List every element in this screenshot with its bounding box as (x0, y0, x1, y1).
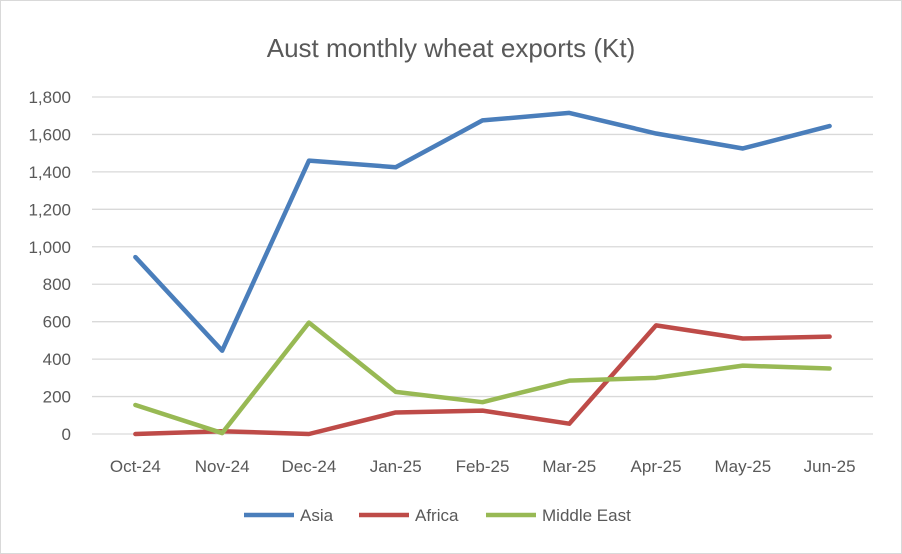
y-tick-label: 1,000 (28, 238, 71, 257)
y-tick-label: 1,600 (28, 125, 71, 144)
series-line-middle-east (133, 320, 832, 436)
y-tick-label: 400 (43, 350, 71, 369)
series-line-africa (133, 323, 832, 437)
chart-title: Aust monthly wheat exports (Kt) (267, 33, 635, 63)
x-tick-label: Nov-24 (195, 457, 250, 476)
y-tick-label: 800 (43, 275, 71, 294)
legend-label: Middle East (542, 506, 631, 525)
y-tick-label: 1,800 (28, 88, 71, 107)
series-line-asia (133, 110, 832, 353)
x-tick-label: Jun-25 (804, 457, 856, 476)
legend-label: Africa (415, 506, 459, 525)
y-tick-label: 1,400 (28, 163, 71, 182)
legend-label: Asia (300, 506, 334, 525)
y-tick-label: 600 (43, 313, 71, 332)
y-tick-label: 1,200 (28, 200, 71, 219)
y-tick-label: 0 (62, 425, 71, 444)
x-tick-label: Apr-25 (631, 457, 682, 476)
x-tick-label: May-25 (714, 457, 771, 476)
x-tick-label: Feb-25 (456, 457, 510, 476)
x-tick-label: Jan-25 (370, 457, 422, 476)
x-tick-label: Oct-24 (110, 457, 161, 476)
x-tick-label: Dec-24 (282, 457, 337, 476)
y-tick-label: 200 (43, 388, 71, 407)
x-tick-label: Mar-25 (542, 457, 596, 476)
